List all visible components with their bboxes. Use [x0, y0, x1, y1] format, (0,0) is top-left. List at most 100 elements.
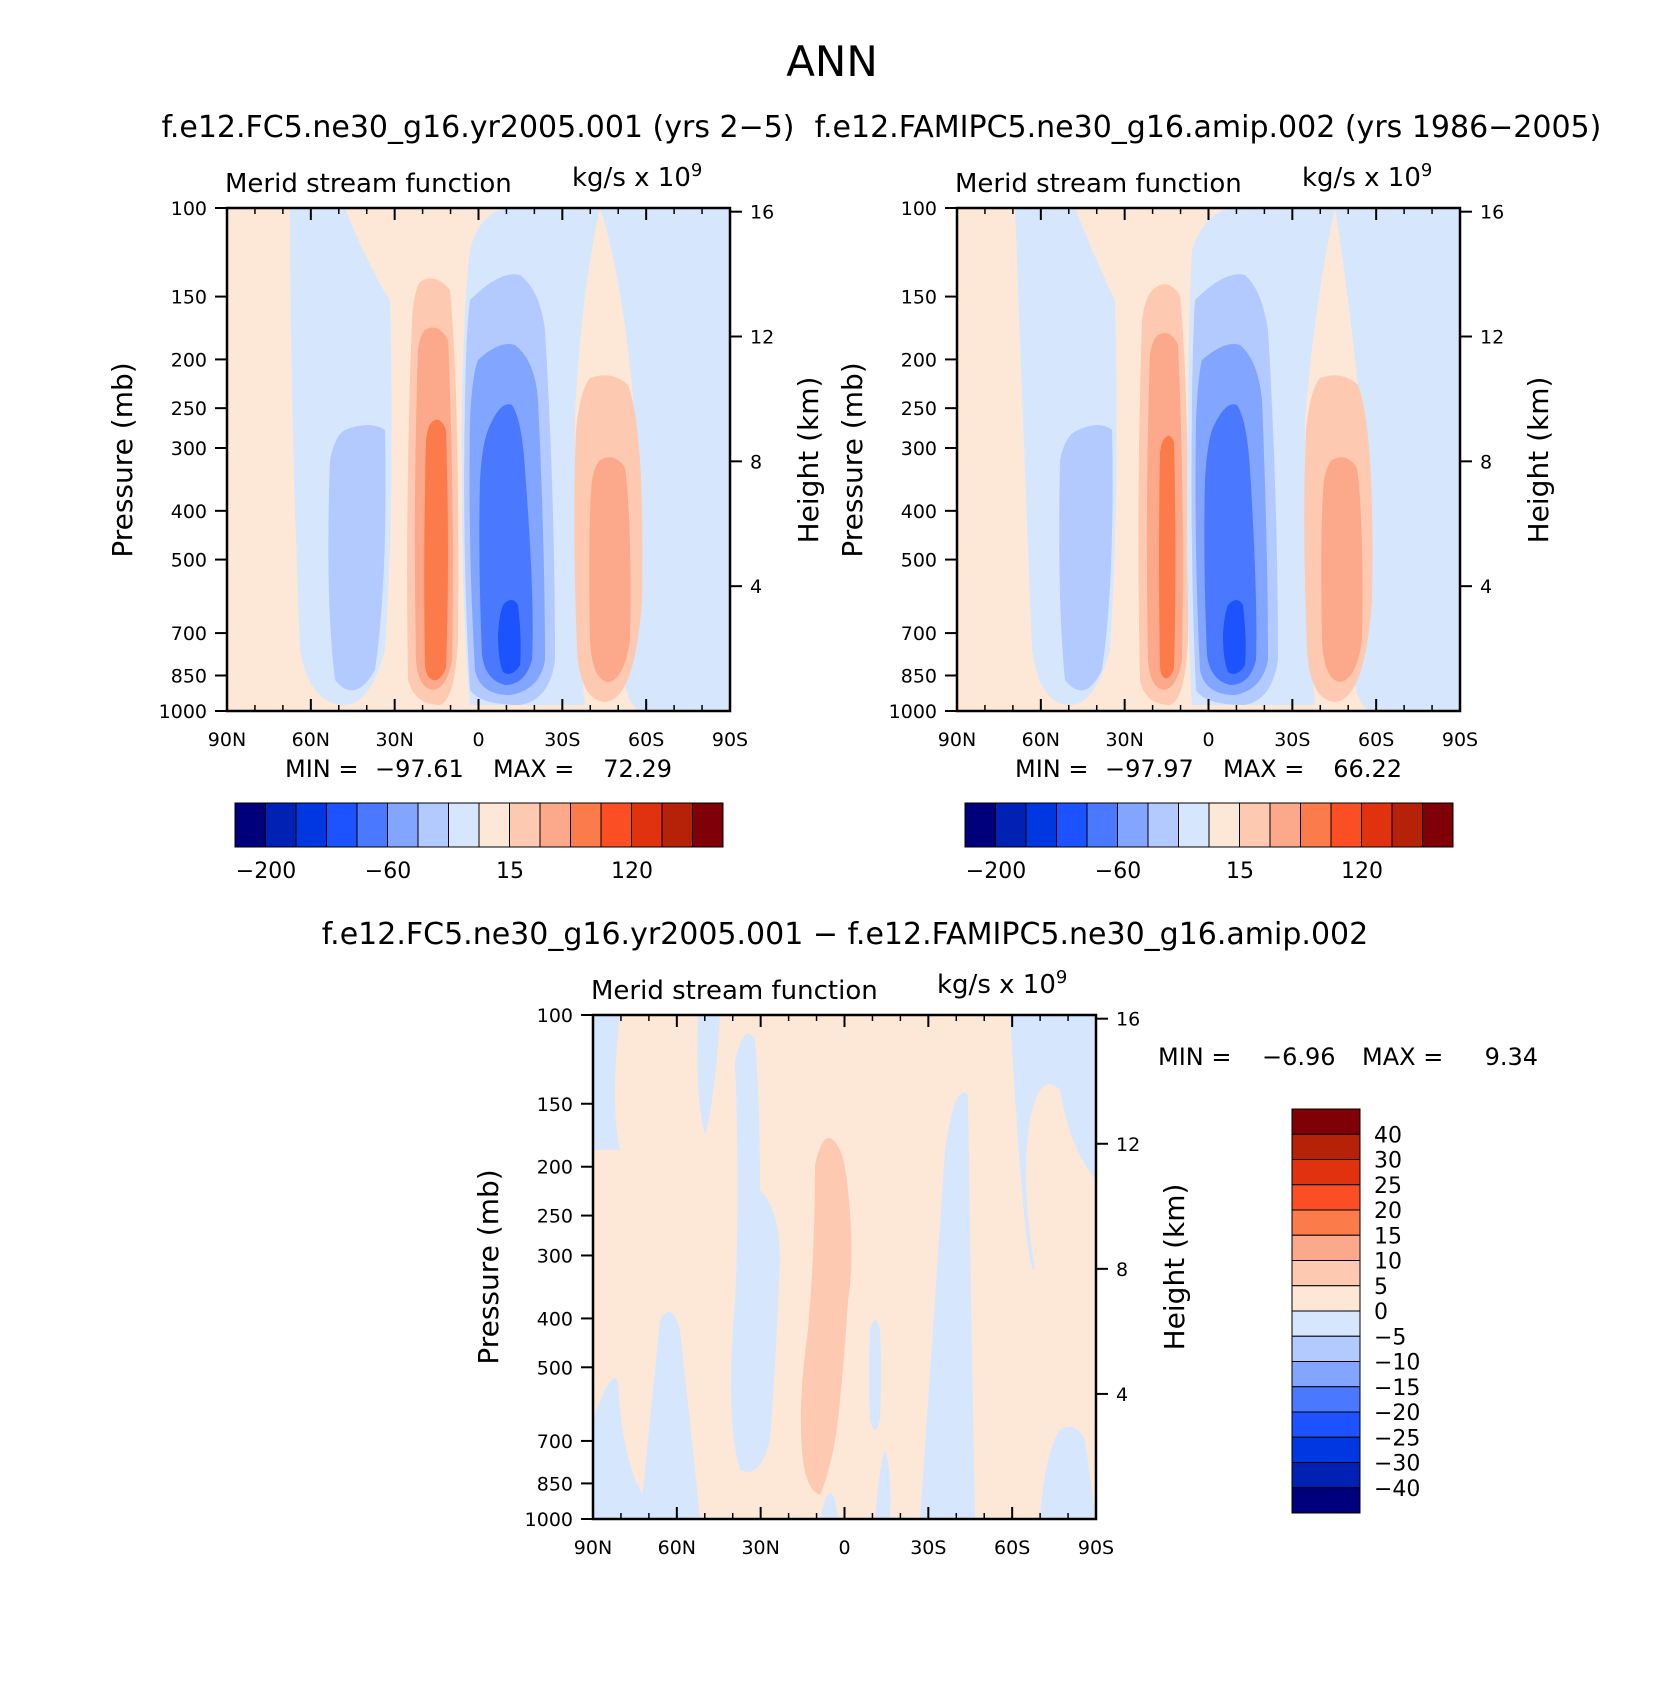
y-tick-label: 300 — [901, 438, 937, 460]
colorbar-box — [600, 802, 632, 848]
colorbar-box — [1086, 802, 1118, 848]
colorbar-label: −20 — [1374, 1401, 1420, 1426]
colorbar-label: 15 — [1226, 859, 1254, 884]
colorbar-box — [1291, 1285, 1361, 1312]
colorbar-box — [1291, 1159, 1361, 1186]
y-tick-label: 400 — [537, 1308, 573, 1330]
contour-neg-ferrel-north-2 — [328, 425, 386, 691]
colorbar — [964, 802, 1454, 848]
y-axis-label: Pressure (mb) — [836, 362, 869, 557]
axis-ticks: 90N 60N 30N 0 30S 60S 90S 1000 850 700 500 400 300 25… — [525, 1005, 1141, 1559]
contour-pos-hadley-3 — [1159, 435, 1176, 679]
colorbar-box — [1291, 1361, 1361, 1388]
colorbar-box — [356, 802, 388, 848]
colorbar-box — [1291, 1335, 1361, 1362]
panel-subtitle: Merid stream function — [955, 169, 1242, 199]
colorbar-label: 10 — [1374, 1250, 1402, 1275]
contour-neg-20s-surface — [875, 1450, 891, 1519]
min-label: MIN = — [285, 755, 358, 783]
y-tick-label: 1000 — [159, 701, 207, 723]
contour-pos-ferrel-south-2 — [589, 457, 631, 682]
x-tick-label: 30S — [544, 729, 580, 751]
height-tick-label: 8 — [1116, 1259, 1128, 1281]
y-tick-label: 850 — [901, 665, 937, 687]
x-tick-label: 0 — [1202, 729, 1214, 751]
colorbar-box — [1291, 1108, 1361, 1135]
contour-fills — [957, 208, 1460, 711]
units-text: kg/s x 10 — [1302, 163, 1421, 193]
x-tick-label: 30N — [375, 729, 413, 751]
colorbar-label: −60 — [365, 859, 411, 884]
min-value: −6.96 — [1262, 1043, 1336, 1071]
colorbar-box — [995, 802, 1027, 848]
y-tick-label: 150 — [901, 287, 937, 309]
colorbar-label: 120 — [611, 859, 653, 884]
contour-pos-equator — [800, 1138, 852, 1495]
colorbar-box — [387, 802, 419, 848]
colorbar-box — [1330, 802, 1362, 848]
colorbar-label: −15 — [1374, 1376, 1420, 1401]
x-tick-label: 0 — [838, 1537, 850, 1559]
colorbar-box — [1422, 802, 1454, 848]
height-tick-label: 12 — [750, 327, 774, 349]
y-tick-label: 250 — [171, 398, 207, 420]
height-tick-label: 16 — [1116, 1009, 1140, 1031]
panel-title: f.e12.FC5.ne30_g16.yr2005.001 (yrs 2−5) — [161, 110, 794, 145]
colorbar-label: −30 — [1374, 1452, 1420, 1477]
colorbar-box — [509, 802, 541, 848]
colorbar-label: −25 — [1374, 1426, 1420, 1451]
panel-title: f.e12.FC5.ne30_g16.yr2005.001 − f.e12.FA… — [322, 917, 1368, 952]
y-tick-label: 150 — [537, 1094, 573, 1116]
colorbar-box — [295, 802, 327, 848]
units-exponent: 9 — [1421, 160, 1432, 181]
panel-units: kg/s x 109 — [1302, 160, 1432, 193]
colorbar-box — [1269, 802, 1301, 848]
min-label: MIN = — [1158, 1043, 1231, 1071]
height-tick-label: 8 — [1480, 451, 1492, 473]
colorbar-label: 15 — [496, 859, 524, 884]
colorbar-box — [1147, 802, 1179, 848]
y-axis-label: Pressure (mb) — [472, 1169, 505, 1364]
x-tick-label: 30N — [741, 1537, 779, 1559]
max-label: MAX = — [493, 755, 574, 783]
contour-neg-top-40n — [697, 1015, 720, 1135]
colorbar-box — [417, 802, 449, 848]
colorbar-box — [1391, 802, 1423, 848]
colorbar — [234, 802, 724, 848]
contour-pos-ferrel-south-2 — [1321, 457, 1363, 682]
panel-units: kg/s x 109 — [572, 160, 702, 193]
contour-neg-50n-low — [640, 1312, 700, 1519]
y-axis-label: Pressure (mb) — [106, 362, 139, 557]
y-tick-label: 250 — [537, 1206, 573, 1228]
y-tick-label: 1000 — [525, 1509, 573, 1531]
x-tick-label: 90N — [208, 729, 246, 751]
colorbar-box — [692, 802, 724, 848]
y-tick-label: 700 — [171, 623, 207, 645]
axis-ticks: 90N 60N 30N 0 30S 60S 90S 1000 850 700 500 400 300 25… — [159, 198, 775, 751]
axis-ticks: 90N 60N 30N 0 30S 60S 90S 1000 850 700 500 400 300 25… — [889, 198, 1505, 751]
colorbar-box — [1056, 802, 1088, 848]
min-max-stats: MIN = −6.96 MAX = 9.34 — [1158, 1043, 1538, 1071]
colorbar-label: −60 — [1095, 859, 1141, 884]
contour-neg-15s-spike — [869, 1320, 881, 1430]
max-value: 9.34 — [1485, 1043, 1538, 1071]
contour-neg-north-polar — [593, 1015, 620, 1150]
y-tick-label: 300 — [537, 1245, 573, 1267]
y-tick-label: 850 — [537, 1473, 573, 1495]
colorbar-label: 25 — [1374, 1174, 1402, 1199]
panel-top-left: f.e12.FC5.ne30_g16.yr2005.001 (yrs 2−5) … — [106, 110, 825, 884]
colorbar-box — [661, 802, 693, 848]
colorbar-label: 0 — [1374, 1300, 1388, 1325]
colorbar-label: −200 — [966, 859, 1026, 884]
y-tick-label: 500 — [537, 1357, 573, 1379]
colorbar-box — [1291, 1260, 1361, 1287]
colorbar-box — [1291, 1133, 1361, 1160]
panel-difference: f.e12.FC5.ne30_g16.yr2005.001 − f.e12.FA… — [322, 917, 1538, 1559]
max-label: MAX = — [1223, 755, 1304, 783]
colorbar-box — [1291, 1386, 1361, 1413]
y-tick-label: 200 — [901, 349, 937, 371]
x-tick-label: 90N — [938, 729, 976, 751]
colorbar-label: 20 — [1374, 1199, 1402, 1224]
y-tick-label: 400 — [901, 501, 937, 523]
colorbar-box — [1178, 802, 1210, 848]
